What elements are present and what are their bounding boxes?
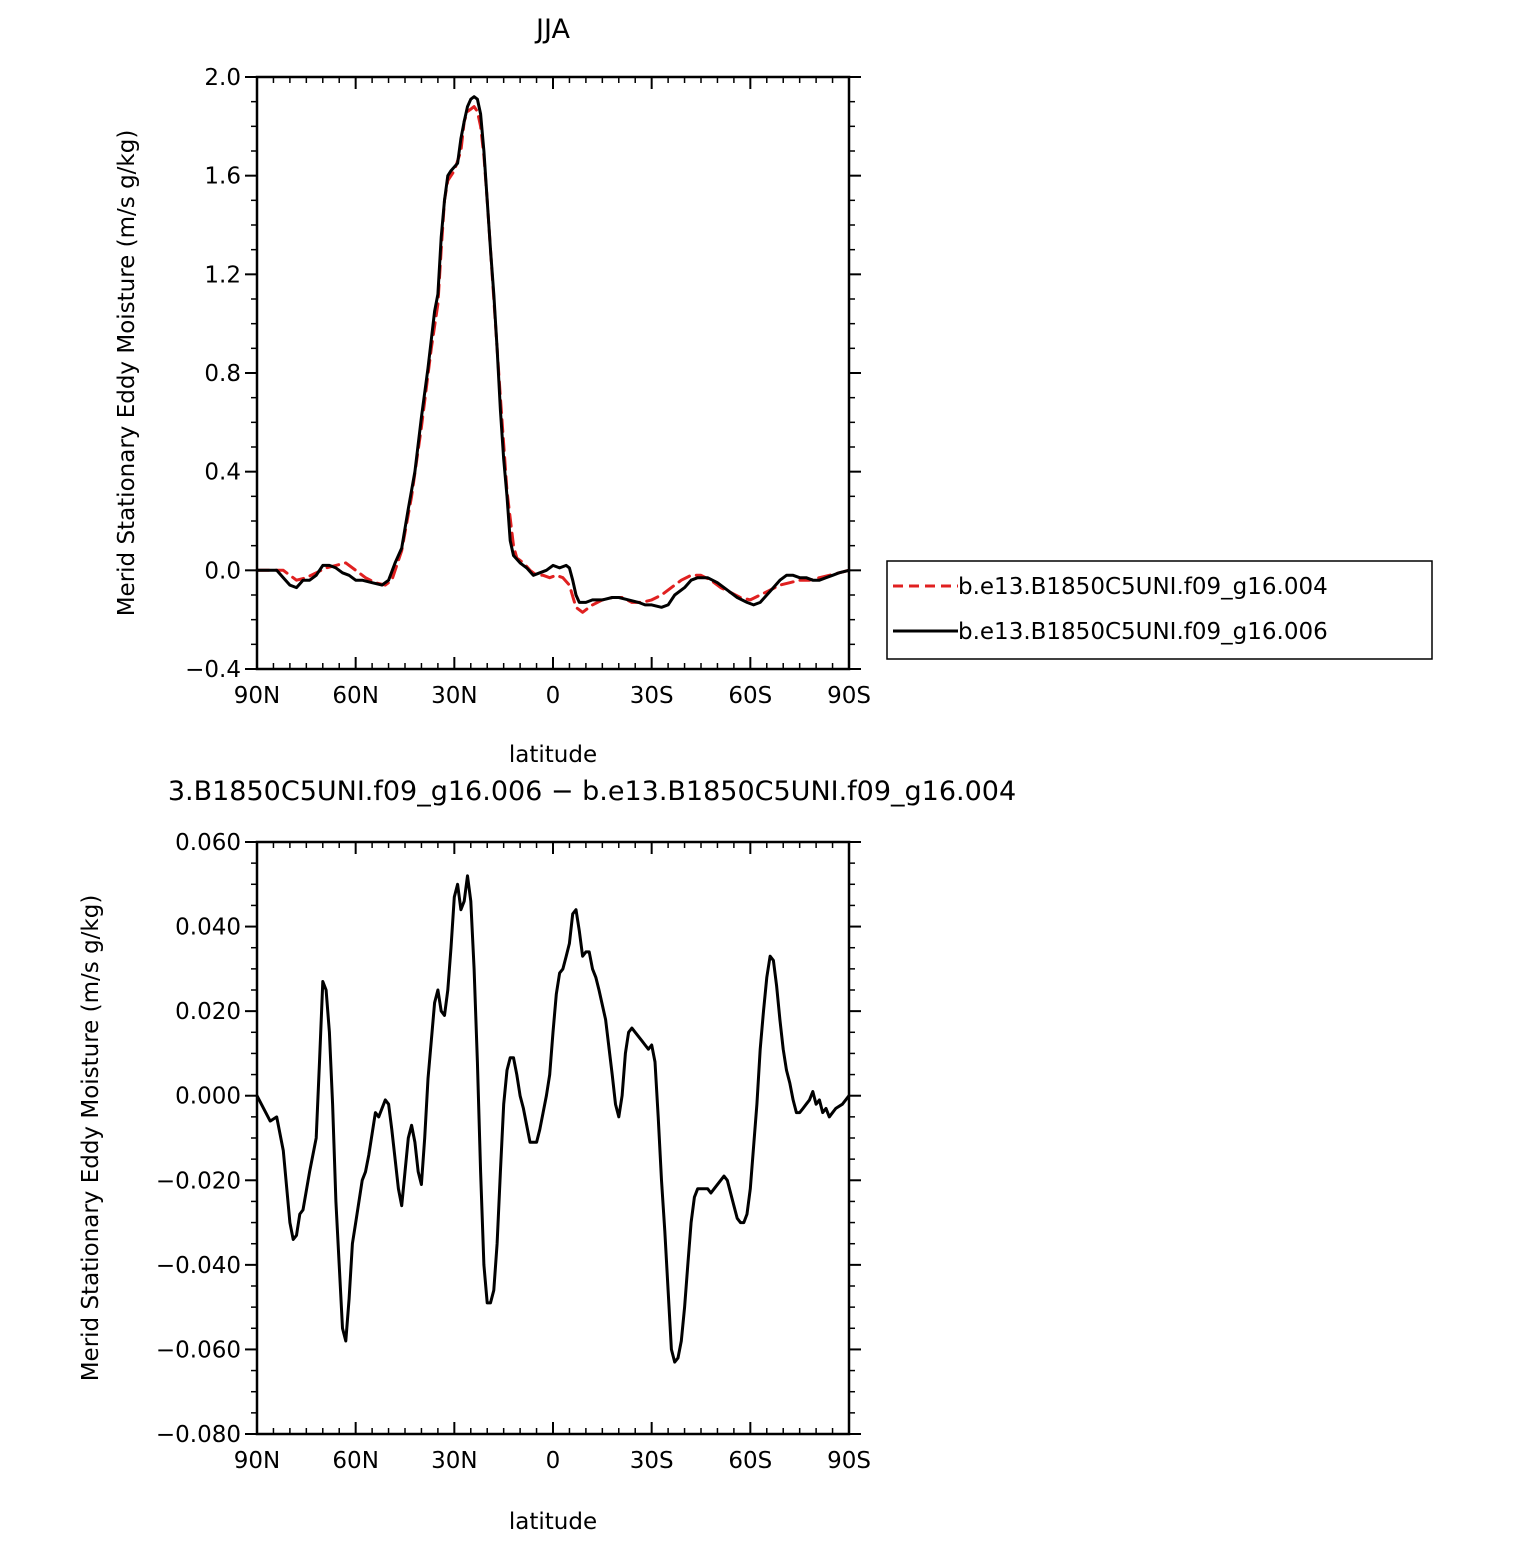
y-tick-label: 0.8 (204, 361, 241, 387)
y-tick-label: −0.040 (156, 1253, 241, 1279)
y-tick-label: −0.4 (185, 657, 241, 683)
y-tick-label: −0.060 (156, 1337, 241, 1363)
legend: b.e13.B1850C5UNI.f09_g16.004 b.e13.B1850… (886, 560, 1433, 660)
y-tick-label: 2.0 (204, 65, 241, 91)
x-tick-label: 30N (431, 683, 477, 709)
x-tick-label: 0 (546, 1448, 561, 1474)
top-panel-x-ticks: 90N 60N 30N 0 30S 60S 90S (234, 77, 871, 709)
bottom-panel-series-lines (255, 874, 851, 1364)
bottom-panel-title: 3.B1850C5UNI.f09_g16.006 − b.e13.B1850C5… (168, 776, 1016, 807)
y-tick-label: −0.080 (156, 1422, 241, 1448)
top-panel-y-ticks: −0.4 0.0 0.4 0.8 1.2 1.6 2.0 (185, 65, 861, 683)
bottom-panel-xlabel: latitude (509, 1509, 597, 1535)
y-tick-label: 0.020 (175, 999, 241, 1025)
y-tick-label: −0.020 (156, 1168, 241, 1194)
x-tick-label: 60N (332, 683, 378, 709)
series-line-black-solid (255, 95, 851, 609)
y-tick-label: 1.6 (204, 164, 241, 190)
y-tick-label: 0.060 (175, 830, 241, 856)
legend-box (886, 560, 1433, 660)
y-tick-label: 0.040 (175, 915, 241, 941)
x-tick-label: 60S (728, 1448, 772, 1474)
series-line-red-dashed (255, 105, 851, 614)
top-panel-frame (255, 75, 851, 671)
x-tick-label: 90S (827, 1448, 871, 1474)
x-tick-label: 90N (234, 1448, 280, 1474)
y-tick-label: 0.000 (175, 1084, 241, 1110)
x-tick-label: 60S (728, 683, 772, 709)
bottom-panel-ylabel: Merid Stationary Eddy Moisture (m/s g/kg… (78, 895, 104, 1382)
x-tick-label: 60N (332, 1448, 378, 1474)
x-tick-label: 90N (234, 683, 280, 709)
top-panel-ylabel: Merid Stationary Eddy Moisture (m/s g/kg… (114, 130, 140, 617)
x-tick-label: 90S (827, 683, 871, 709)
x-tick-label: 30N (431, 1448, 477, 1474)
bottom-panel: 3.B1850C5UNI.f09_g16.006 − b.e13.B1850C5… (78, 776, 1016, 1535)
y-tick-label: 0.4 (204, 460, 241, 486)
legend-label-004: b.e13.B1850C5UNI.f09_g16.004 (958, 574, 1328, 600)
y-tick-label: 0.0 (204, 558, 241, 584)
top-panel-series-lines (255, 95, 851, 614)
top-panel-title: JJA (534, 14, 570, 45)
x-tick-label: 0 (546, 683, 561, 709)
bottom-panel-frame (255, 840, 851, 1436)
top-panel-xlabel: latitude (509, 742, 597, 768)
series-line-black-solid (255, 874, 851, 1364)
legend-label-006: b.e13.B1850C5UNI.f09_g16.006 (958, 619, 1328, 645)
x-tick-label: 30S (630, 1448, 674, 1474)
bottom-panel-x-ticks: 90N 60N 30N 0 30S 60S 90S (234, 842, 871, 1474)
y-tick-label: 1.2 (204, 262, 241, 288)
top-panel: JJA Merid Stationary Eddy Moisture (m/s … (114, 14, 1433, 768)
x-tick-label: 30S (630, 683, 674, 709)
